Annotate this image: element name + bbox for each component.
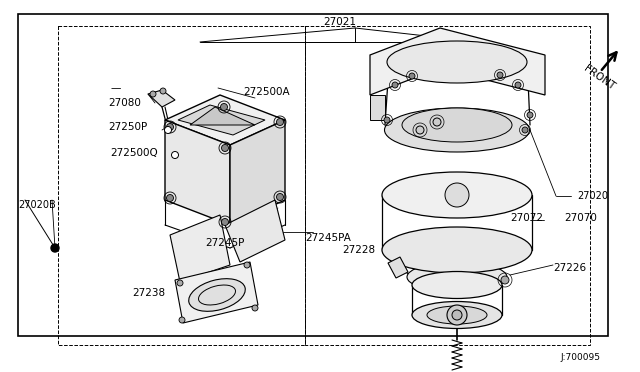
Circle shape <box>221 144 228 151</box>
Ellipse shape <box>385 108 529 152</box>
Ellipse shape <box>427 306 487 324</box>
Circle shape <box>515 82 521 88</box>
Polygon shape <box>175 262 258 323</box>
Circle shape <box>416 126 424 134</box>
Circle shape <box>409 73 415 79</box>
Ellipse shape <box>412 301 502 328</box>
Ellipse shape <box>382 227 532 273</box>
Circle shape <box>166 195 173 202</box>
Circle shape <box>527 112 533 118</box>
Circle shape <box>179 317 185 323</box>
Text: 27020B: 27020B <box>18 200 56 210</box>
Text: J:700095: J:700095 <box>560 353 600 362</box>
Text: 272500A: 272500A <box>243 87 290 97</box>
Circle shape <box>150 91 156 97</box>
Text: FRONT: FRONT <box>582 64 616 92</box>
Polygon shape <box>370 95 385 120</box>
Circle shape <box>522 127 528 133</box>
Polygon shape <box>170 215 230 282</box>
Circle shape <box>172 151 179 158</box>
Text: 27021: 27021 <box>323 17 356 27</box>
Bar <box>18 14 608 336</box>
Ellipse shape <box>382 172 532 218</box>
Circle shape <box>384 117 390 123</box>
Text: 27070: 27070 <box>564 213 597 223</box>
Circle shape <box>221 218 228 225</box>
Circle shape <box>276 193 284 201</box>
Ellipse shape <box>412 272 502 298</box>
Circle shape <box>452 310 462 320</box>
Polygon shape <box>225 200 285 262</box>
Text: —: — <box>110 83 120 93</box>
Circle shape <box>445 183 469 207</box>
Polygon shape <box>178 105 265 135</box>
Polygon shape <box>388 257 408 278</box>
Circle shape <box>497 72 503 78</box>
Text: 27250P: 27250P <box>108 122 147 132</box>
Text: 27245PA: 27245PA <box>305 233 351 243</box>
Ellipse shape <box>407 262 507 292</box>
Circle shape <box>447 305 467 325</box>
Text: 27020: 27020 <box>577 191 608 201</box>
Circle shape <box>392 82 398 88</box>
Polygon shape <box>148 90 175 107</box>
Ellipse shape <box>387 41 527 83</box>
Circle shape <box>160 88 166 94</box>
Circle shape <box>51 244 59 252</box>
Circle shape <box>276 119 284 125</box>
Polygon shape <box>165 95 285 145</box>
Circle shape <box>501 276 509 284</box>
Polygon shape <box>165 120 230 225</box>
Text: 27238: 27238 <box>132 288 165 298</box>
Circle shape <box>221 103 227 110</box>
Ellipse shape <box>189 279 245 311</box>
Ellipse shape <box>402 108 512 142</box>
Text: 272500Q: 272500Q <box>110 148 157 158</box>
Circle shape <box>52 246 58 250</box>
Text: 27072: 27072 <box>510 213 543 223</box>
Text: 27245P: 27245P <box>205 238 244 248</box>
Text: 27080: 27080 <box>108 98 141 108</box>
Circle shape <box>252 305 258 311</box>
Text: 27226: 27226 <box>553 263 586 273</box>
Polygon shape <box>230 120 285 225</box>
Text: 27228: 27228 <box>342 245 375 255</box>
Polygon shape <box>190 107 255 125</box>
Circle shape <box>166 124 173 131</box>
Circle shape <box>244 262 250 268</box>
Polygon shape <box>370 28 545 95</box>
Circle shape <box>177 280 183 286</box>
Circle shape <box>433 118 441 126</box>
Circle shape <box>164 126 172 134</box>
